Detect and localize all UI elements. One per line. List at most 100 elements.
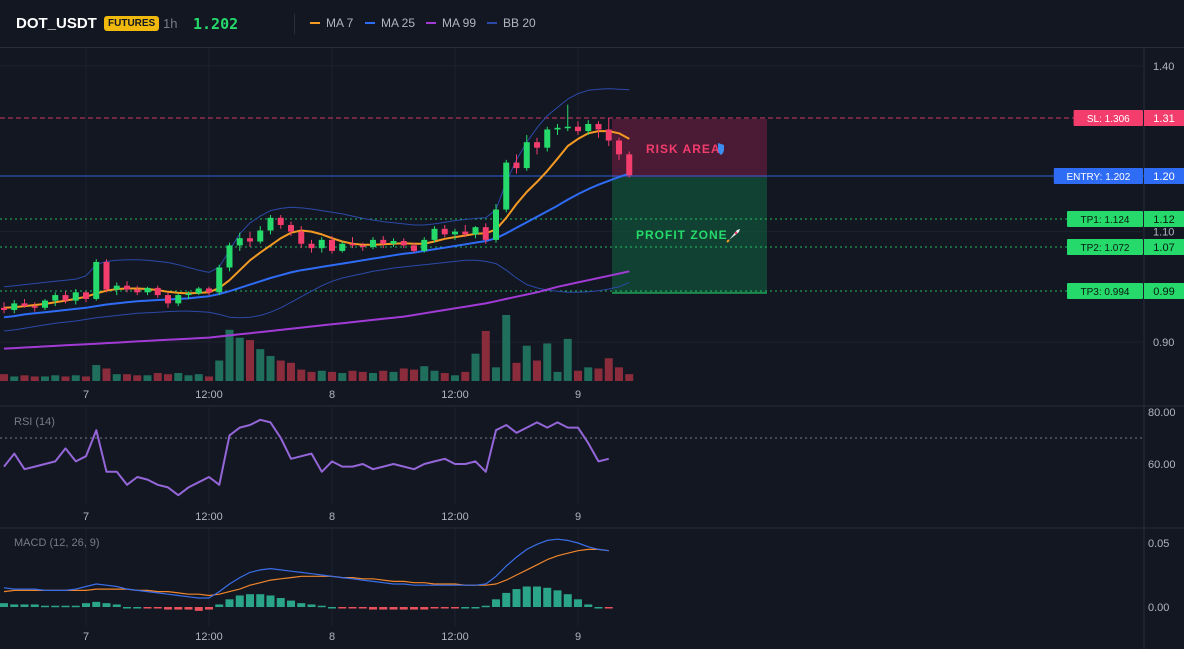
macd-pane[interactable] [0,538,613,611]
candle-body [298,231,305,244]
tp2-axis-tag [1144,239,1184,255]
price-tick-label: 0.90 [1153,337,1174,349]
volume-bar [20,375,29,381]
macd-histogram-bar [184,607,193,610]
time-tick-label: 9 [575,389,581,401]
macd-histogram-bar [225,599,234,607]
sl-axis-tag-text: 1.31 [1153,113,1174,125]
candle-body [144,287,151,293]
volume-bar [123,374,131,381]
candle-body [370,239,376,248]
time-tick-label: 9 [575,631,581,643]
volume-bars [0,315,634,381]
candle-body [431,228,438,240]
candle-body [165,295,171,304]
candle-body [83,292,89,299]
time-tick-label: 12:00 [195,511,223,523]
candle-body [216,267,223,293]
volume-bar [358,371,367,381]
candle-body [575,126,581,132]
entry-axis-tag-text: 1.20 [1153,171,1174,183]
tp2-axis-tag-text: 1.07 [1153,242,1174,254]
candle-body [349,243,356,246]
volume-bar [256,349,265,381]
price-axes[interactable]: 1.40 1.10 0.90 7 12:00 8 12:00 9 7 12:00 8 12:00 9 7 1… [83,61,1176,643]
candle-body [185,293,192,296]
volume-bar [71,375,80,381]
macd-histogram-bar [20,604,29,607]
candle-body [124,285,130,290]
macd-histogram-bar [92,601,101,607]
header-divider [294,14,295,34]
candle-body [206,288,212,293]
volume-bar [410,369,418,381]
volume-bar [307,371,316,381]
macd-histogram-bar [410,607,418,610]
candle-body [390,240,397,244]
trade-levels: SL: 1.306 1.31 ENTRY: 1.202 1.20 TP1: 1.124 1… [0,110,1184,299]
macd-histogram-bar [266,595,275,607]
candle-body [308,243,315,249]
macd-line [3,538,609,599]
volume-bar [174,373,183,381]
volume-bar [246,340,254,381]
ma25-line [3,172,630,319]
volume-bar [112,374,121,381]
time-tick-label: 12:00 [441,631,469,643]
volume-bar [594,368,603,381]
candle-body [175,295,182,304]
macd-histogram-bar [379,607,388,610]
profit-zone-box [612,177,767,293]
volume-bar [205,376,213,381]
grid-lines [0,48,1184,649]
candle-body [226,245,233,268]
candle-body [400,240,407,246]
rsi-tick-label: 60.00 [1148,459,1176,471]
chart-header: DOT_USDT FUTURES 1h 1.202 MA 7 MA 25 MA … [0,0,1184,48]
volume-bar [430,370,439,381]
rsi-title: RSI (14) [14,416,55,428]
macd-histogram-bar [574,599,582,607]
sl-label: SL: 1.306 [1087,114,1130,125]
candle-body [339,243,346,251]
rsi-pane[interactable] [0,418,1144,497]
candle-body [493,209,499,240]
moving-averages [3,130,630,350]
legend-ma25[interactable]: MA 25 [365,16,415,30]
time-tick-label: 12:00 [195,631,223,643]
macd-histogram-bar [10,604,19,607]
volume-bar [266,355,275,381]
shield-icon [718,143,724,155]
legend-bb20[interactable]: BB 20 [487,16,536,30]
ma7-line [3,130,630,309]
entry-axis-tag [1144,168,1184,184]
macd-histogram-bar [276,598,285,607]
candle-body [93,261,100,299]
macd-histogram-bar [328,607,336,609]
macd-histogram-bar [205,607,213,610]
legend-ma99[interactable]: MA 99 [426,16,476,30]
timeframe-selector[interactable]: 1h [163,16,178,31]
candle-body [103,261,110,290]
time-tick-label: 7 [83,511,89,523]
macd-histogram-bar [297,603,306,607]
volume-bar [440,373,449,381]
legend-ma7[interactable]: MA 7 [310,16,353,30]
candlesticks[interactable] [1,104,633,314]
macd-histogram-bar [51,605,60,608]
volume-bar [420,366,429,381]
candle-body [595,123,602,130]
volume-bar [584,367,593,381]
candle-body [441,228,448,235]
profit-zone-label: PROFIT ZONE [636,228,728,242]
futures-badge: FUTURES [104,16,160,31]
legend-ma7-label: MA 7 [326,16,354,30]
macd-histogram-bar [287,600,295,607]
volume-bar [215,360,224,381]
macd-histogram-bar [553,590,562,607]
volume-bar [399,368,408,381]
legend-ma99-label: MA 99 [442,16,477,30]
symbol-name[interactable]: DOT_USDT [16,15,97,32]
entry-label: ENTRY: 1.202 [1067,172,1131,183]
